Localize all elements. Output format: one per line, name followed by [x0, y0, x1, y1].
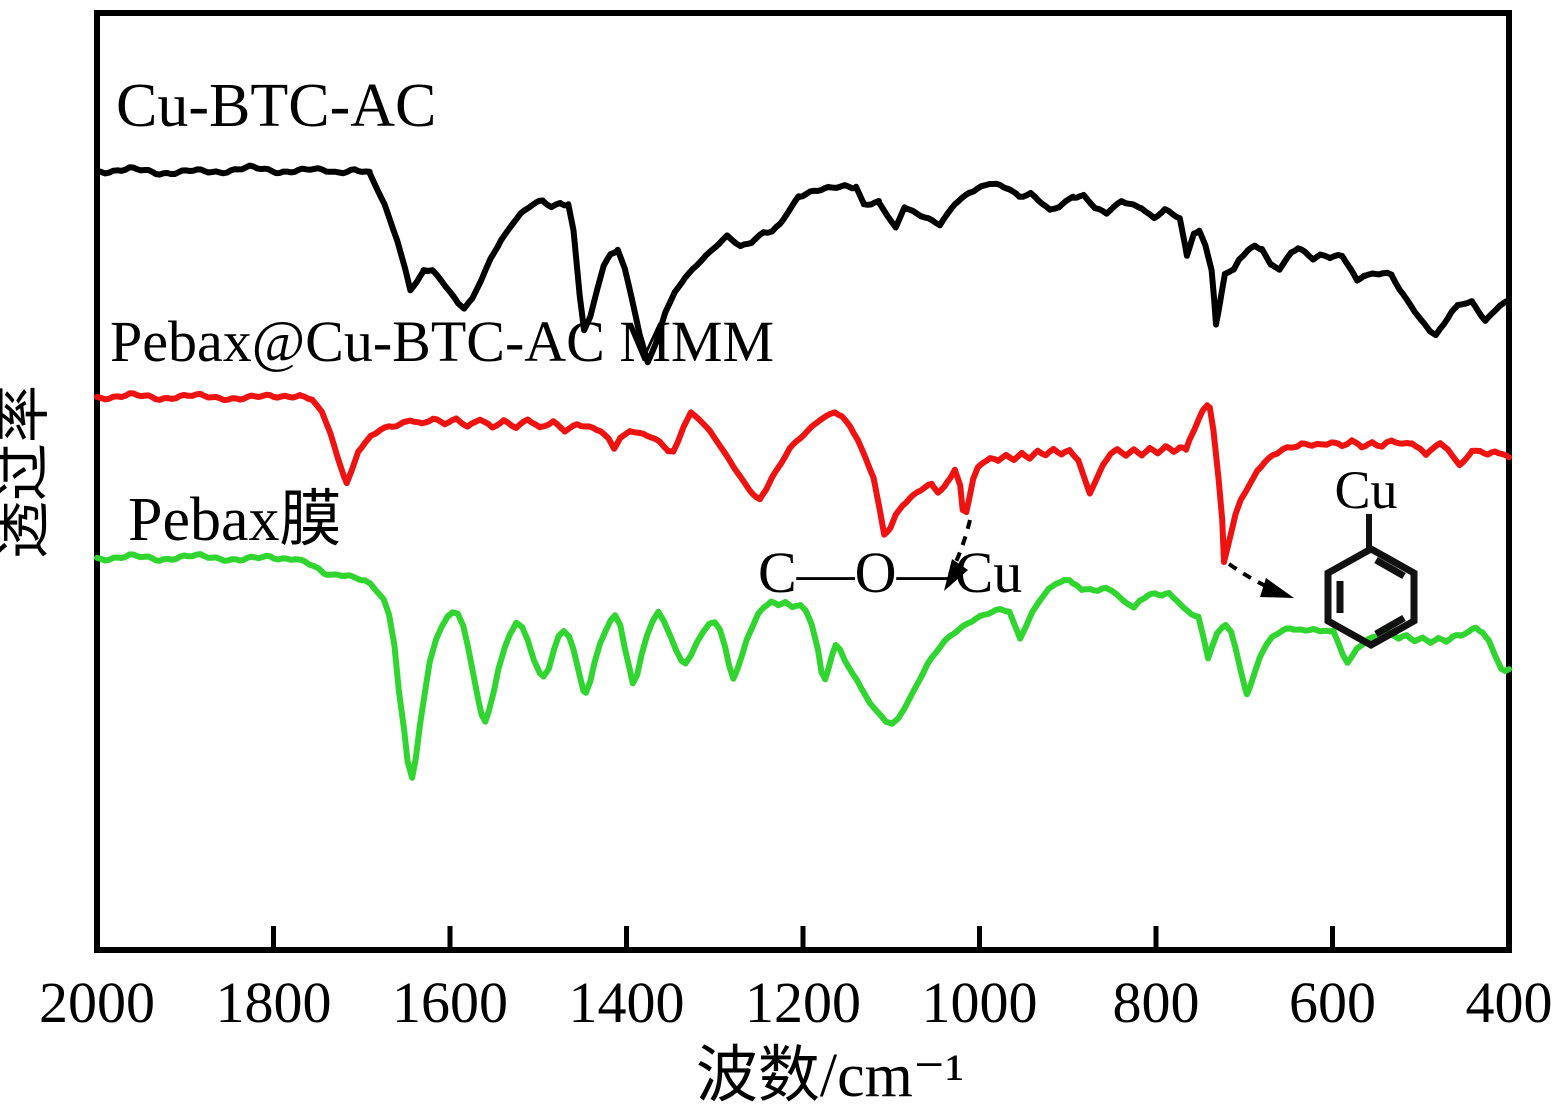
x-tick-label: 600 — [1289, 970, 1376, 1035]
x-axis-ticks — [94, 926, 1512, 948]
series-label-pebax-mmm: Pebax@Cu-BTC-AC MMM — [110, 309, 774, 374]
annotation-arrow-benzene — [1227, 562, 1294, 598]
benzene-ring — [1324, 514, 1418, 650]
series-label-pebax-film: Pebax膜 — [128, 486, 342, 554]
spectrum-curve-pebax- — [94, 551, 1512, 781]
plot-border — [94, 10, 1512, 953]
x-tick-label: 800 — [1113, 970, 1200, 1035]
spectra-curves — [94, 162, 1512, 781]
x-tick-label: 400 — [1466, 970, 1553, 1035]
annotation-cu: Cu — [1334, 460, 1397, 520]
x-axis-title: 波数/cm⁻¹ — [696, 1042, 964, 1110]
x-tick-label: 1800 — [216, 970, 332, 1035]
y-axis-title: 透过率 — [0, 385, 55, 559]
x-tick-label: 2000 — [39, 970, 155, 1035]
x-axis-tick-labels: 2000 1800 1600 1400 1200 1000 800 600 400 — [39, 970, 1553, 1035]
annotation-arrow-c-o-cu — [944, 519, 972, 591]
spectrum-curve-cu-btc-ac — [94, 162, 1512, 366]
x-tick-label: 1400 — [569, 970, 685, 1035]
x-tick-label: 1600 — [392, 970, 508, 1035]
series-label-cu-btc-ac: Cu-BTC-AC — [116, 72, 436, 140]
x-tick-label: 1200 — [745, 970, 861, 1035]
x-tick-label: 1000 — [922, 970, 1038, 1035]
annotation-c-o-cu: C—O—Cu — [758, 540, 1022, 605]
spectrum-curve-pebax-cu-btc-ac-mmm — [94, 390, 1512, 565]
